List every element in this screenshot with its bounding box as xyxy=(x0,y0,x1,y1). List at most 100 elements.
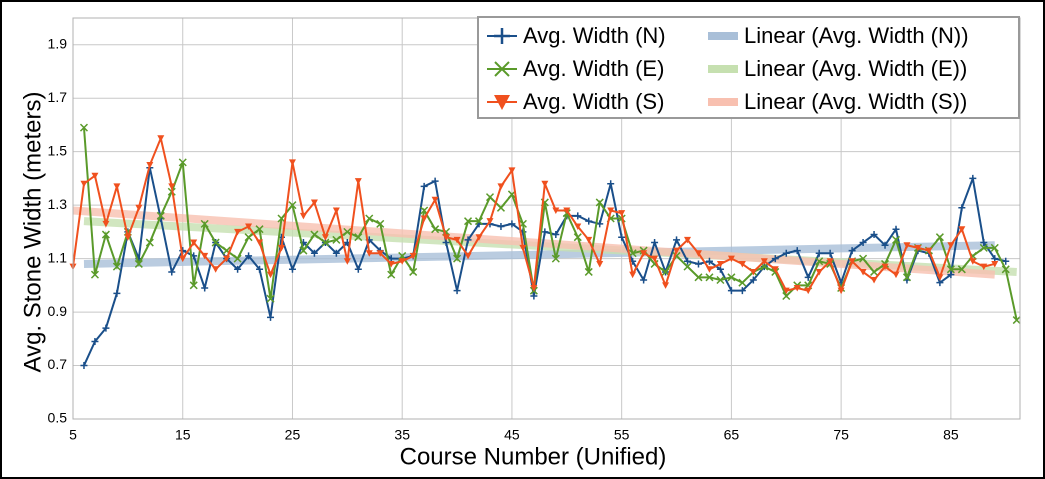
marker xyxy=(607,207,615,214)
data-point xyxy=(640,276,648,284)
data-point xyxy=(486,218,494,225)
data-point xyxy=(113,183,121,190)
data-point xyxy=(332,235,341,244)
legend-marker xyxy=(494,28,510,44)
marker xyxy=(474,217,484,226)
marker xyxy=(112,262,121,271)
marker xyxy=(156,211,165,220)
data-point xyxy=(90,270,99,279)
data-point xyxy=(596,220,604,228)
marker xyxy=(321,238,330,247)
data-point xyxy=(530,285,538,292)
data-point xyxy=(321,238,330,247)
data-point xyxy=(584,267,593,276)
marker xyxy=(102,220,110,228)
marker xyxy=(595,198,604,207)
marker xyxy=(321,234,329,241)
legend-label: Avg. Width (E) xyxy=(523,56,664,81)
data-point xyxy=(684,257,692,265)
marker xyxy=(936,274,944,281)
marker xyxy=(113,183,121,190)
data-point xyxy=(771,266,779,273)
marker xyxy=(376,250,384,257)
marker xyxy=(442,234,450,241)
data-point xyxy=(409,252,417,260)
marker xyxy=(552,231,560,239)
data-point xyxy=(212,266,220,273)
marker xyxy=(310,230,319,239)
marker xyxy=(201,252,209,260)
data-point xyxy=(496,203,505,212)
y-tick-label: 1.1 xyxy=(48,249,68,265)
y-tick-label: 1.3 xyxy=(48,196,68,212)
marker xyxy=(343,258,351,265)
marker xyxy=(365,214,374,223)
data-point xyxy=(508,167,516,174)
marker xyxy=(716,260,724,268)
marker xyxy=(574,212,582,220)
data-point xyxy=(299,212,307,220)
data-point xyxy=(859,239,867,247)
marker xyxy=(1001,265,1010,274)
marker xyxy=(299,246,308,255)
x-axis-title: Course Number (Unified) xyxy=(400,443,667,470)
marker xyxy=(738,278,747,287)
data-point xyxy=(474,217,484,226)
marker xyxy=(771,266,779,273)
marker xyxy=(190,239,198,247)
data-point xyxy=(541,228,549,236)
data-point xyxy=(267,313,275,321)
marker xyxy=(694,260,702,268)
trend-line xyxy=(72,206,996,279)
data-point xyxy=(234,265,242,273)
marker xyxy=(585,217,593,225)
marker xyxy=(256,265,264,273)
marker xyxy=(870,276,878,284)
data-point xyxy=(771,255,779,263)
data-point xyxy=(640,250,648,257)
marker xyxy=(662,282,670,289)
data-point xyxy=(332,207,340,214)
data-point xyxy=(618,233,626,241)
marker xyxy=(892,225,900,233)
data-point xyxy=(168,268,176,276)
ticks: 0.5 0.7 0.9 1.1 1.3 1.5 1.7 1.9 5 15 25 35 45 55 65 75 8… xyxy=(48,35,959,442)
data-point xyxy=(815,249,823,257)
marker xyxy=(607,180,615,188)
marker xyxy=(508,220,516,228)
marker xyxy=(980,239,988,247)
data-point xyxy=(694,260,702,268)
data-point xyxy=(288,159,296,166)
marker xyxy=(892,271,900,279)
data-point xyxy=(991,255,999,263)
marker xyxy=(365,250,373,257)
data-point xyxy=(464,252,472,260)
marker xyxy=(673,236,681,244)
data-point xyxy=(475,234,483,241)
marker xyxy=(91,172,99,180)
x-tick-label: 65 xyxy=(724,427,740,443)
marker xyxy=(782,249,790,257)
data-point xyxy=(519,244,527,252)
y-axis-title: Avg. Stone Width (meters) xyxy=(19,92,46,373)
data-point xyxy=(563,207,571,214)
data-point xyxy=(958,204,966,212)
marker xyxy=(157,135,165,142)
data-point xyxy=(826,258,834,265)
data-point xyxy=(91,172,99,180)
data-point xyxy=(618,210,626,217)
data-point xyxy=(91,337,99,345)
marker xyxy=(727,273,736,282)
marker xyxy=(431,225,440,234)
data-point xyxy=(179,255,187,263)
marker xyxy=(585,236,593,244)
marker xyxy=(124,234,132,241)
marker xyxy=(958,226,966,233)
marker xyxy=(727,287,735,295)
x-tick-label: 55 xyxy=(614,427,630,443)
marker xyxy=(628,249,637,258)
marker xyxy=(881,263,889,271)
data-point xyxy=(146,162,154,169)
marker xyxy=(332,235,341,244)
